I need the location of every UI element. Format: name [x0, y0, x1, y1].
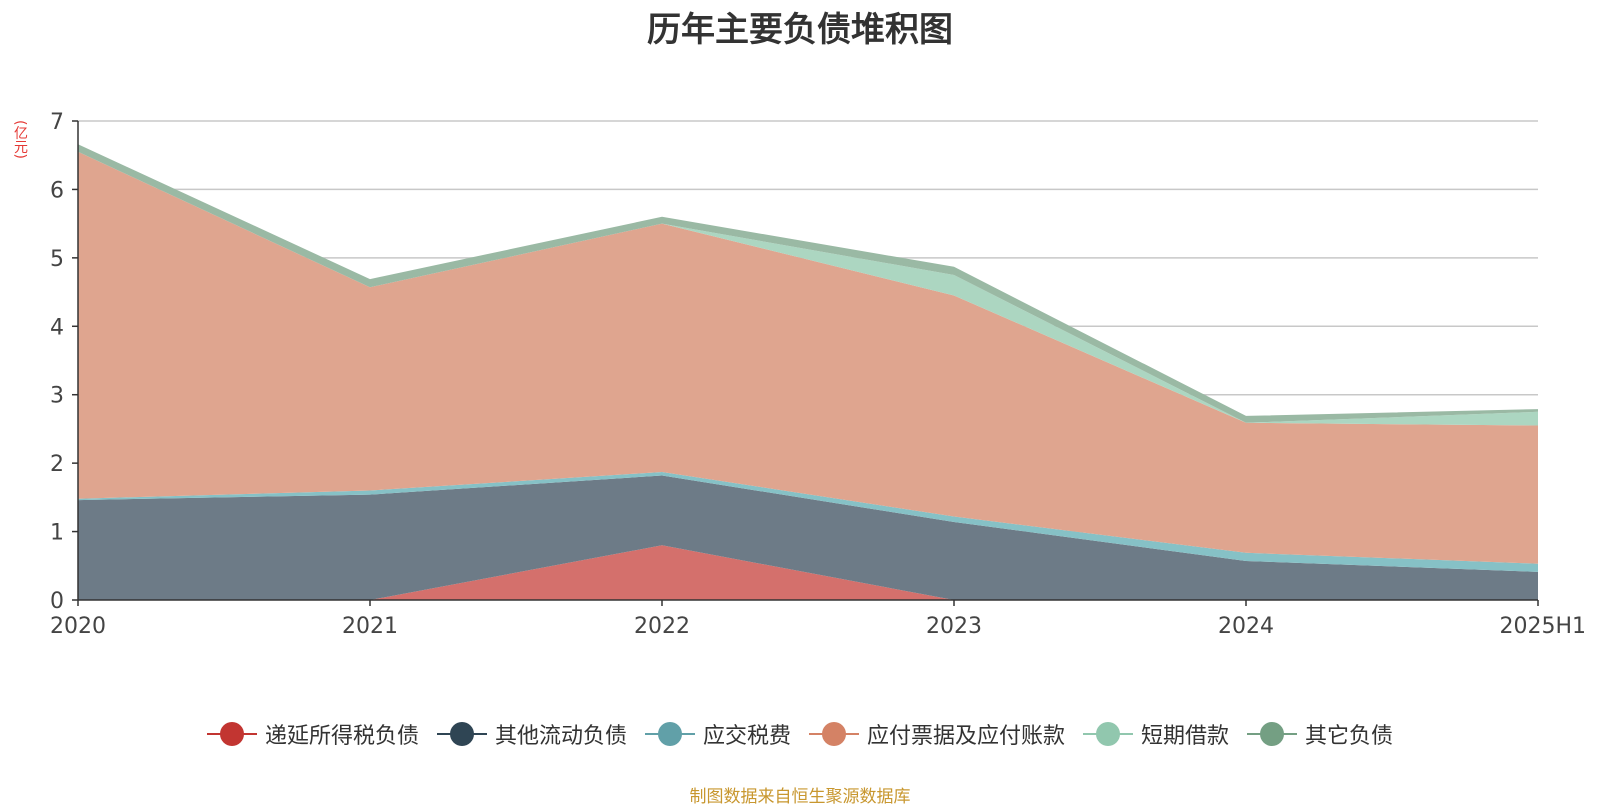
x-tick-label-2: 2022 [634, 614, 690, 639]
area-series-0 [78, 545, 1538, 600]
legend-swatch-icon [644, 721, 695, 747]
legend-dot-icon [1260, 722, 1285, 746]
legend-label: 短期借款 [1141, 724, 1230, 749]
y-tick-label-7: 7 [50, 110, 64, 135]
legend-label: 其它负债 [1305, 724, 1394, 749]
y-tick-label-0: 0 [50, 589, 64, 614]
y-tick-label-3: 3 [50, 384, 64, 409]
legend-label: 其他流动负债 [494, 724, 627, 749]
legend-swatch-icon [436, 721, 487, 747]
chart-title: 历年主要负债堆积图 [647, 10, 953, 50]
legend-swatch-icon [206, 721, 257, 747]
legend-dot-icon [657, 722, 682, 746]
area-series-1 [78, 475, 1538, 600]
y-tick-label-6: 6 [50, 178, 64, 203]
axes [72, 120, 1539, 606]
legend-swatch-icon [1083, 721, 1134, 747]
legend-dot-icon [1096, 722, 1121, 746]
legend-label: 应交税费 [702, 724, 791, 749]
legend-item-3[interactable]: 应付票据及应付账款 [809, 718, 1065, 750]
legend-swatch-icon [1247, 721, 1298, 747]
x-tick-label-4: 2024 [1218, 614, 1274, 639]
y-tick-label-2: 2 [50, 452, 64, 477]
x-tick-label-3: 2023 [926, 614, 982, 639]
area-series-5 [78, 144, 1538, 423]
legend-label: 应付票据及应付账款 [867, 724, 1066, 749]
legend-label: 递延所得税负债 [264, 724, 419, 749]
source-note: 制图数据来自恒生聚源数据库 [689, 787, 911, 807]
legend-item-5[interactable]: 其它负债 [1247, 718, 1393, 750]
area-series-3 [78, 151, 1538, 564]
legend-swatch-icon [809, 721, 859, 747]
tick-labels: 0 1 2 3 4 5 6 7 2020 2021 2022 2023 2024 2025H1 [50, 110, 1586, 639]
y-axis-unit-label: (亿元) [12, 120, 28, 159]
legend-item-2[interactable]: 应交税费 [644, 718, 791, 750]
area-series-layer [78, 144, 1538, 600]
y-tick-label-4: 4 [50, 315, 64, 340]
legend-dot-icon [219, 722, 244, 746]
legend-dot-icon [449, 722, 474, 746]
legend-dot-icon [822, 722, 846, 746]
y-tick-label-5: 5 [50, 247, 64, 272]
x-tick-label-1: 2021 [342, 614, 398, 639]
chart-legend: 递延所得税负债 其他流动负债 应交税费 应付票据及应付账款 短期借款 其它负债 [0, 718, 1600, 750]
x-tick-label-0: 2020 [50, 614, 106, 639]
x-tick-label-5: 2025H1 [1499, 614, 1586, 639]
legend-item-4[interactable]: 短期借款 [1083, 718, 1229, 750]
legend-item-1[interactable]: 其他流动负债 [436, 718, 627, 750]
legend-item-0[interactable]: 递延所得税负债 [206, 718, 419, 750]
area-series-2 [78, 472, 1538, 572]
y-tick-label-1: 1 [50, 521, 64, 546]
